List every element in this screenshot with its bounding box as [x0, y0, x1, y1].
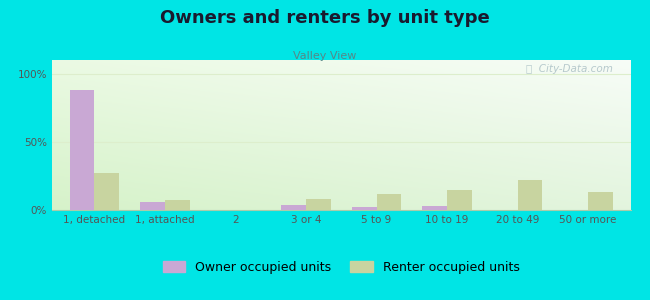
Bar [165, 200, 190, 210]
Bar [94, 173, 119, 210]
Bar [306, 199, 331, 210]
Bar [422, 206, 447, 210]
Bar [352, 207, 376, 210]
Text: Valley View: Valley View [293, 51, 357, 61]
Bar [588, 192, 613, 210]
Bar [517, 180, 542, 210]
Bar [140, 202, 165, 210]
Bar [447, 190, 472, 210]
Text: ⓘ  City-Data.com: ⓘ City-Data.com [526, 64, 613, 74]
Bar [281, 205, 306, 210]
Text: Owners and renters by unit type: Owners and renters by unit type [160, 9, 490, 27]
Bar [70, 90, 94, 210]
Bar [376, 194, 401, 210]
Legend: Owner occupied units, Renter occupied units: Owner occupied units, Renter occupied un… [158, 256, 525, 279]
